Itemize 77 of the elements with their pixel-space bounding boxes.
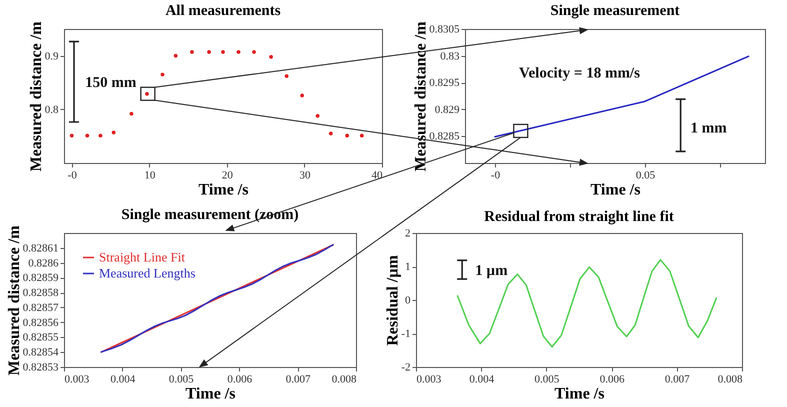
y-tick-label: 0.8305 bbox=[429, 24, 460, 36]
y-tick-label: 0.8285 bbox=[429, 130, 460, 143]
y-tick-label: 0.82859 bbox=[22, 272, 59, 284]
x-tick-label: 0.006 bbox=[227, 374, 253, 386]
point bbox=[190, 50, 194, 54]
point bbox=[300, 94, 304, 98]
y-tick-label: 0.9 bbox=[44, 50, 59, 62]
y-tick-label: 0.82855 bbox=[22, 332, 59, 344]
x-tick-label: 10 bbox=[144, 170, 156, 182]
x-axis-title: Time /s bbox=[554, 386, 604, 402]
y-tick-label: 0.829 bbox=[434, 104, 460, 116]
y-tick-label: -1 bbox=[401, 328, 410, 340]
point bbox=[112, 130, 116, 134]
y-tick-label: 0.8 bbox=[44, 104, 59, 116]
annotation: 150 mm bbox=[85, 75, 137, 92]
point bbox=[328, 132, 333, 136]
y-tick-label: 0.82857 bbox=[22, 302, 59, 314]
x-tick-label: 20 bbox=[222, 170, 234, 182]
x-tick-label: 0.005 bbox=[168, 374, 194, 386]
point bbox=[345, 134, 349, 138]
legend-label: Measured Lengths bbox=[99, 266, 196, 280]
x-tick-label: 0.004 bbox=[110, 374, 136, 386]
x-tick-label: 0.05 bbox=[636, 170, 656, 182]
legend-label: Straight Line Fit bbox=[99, 250, 186, 264]
point bbox=[252, 50, 256, 54]
x-tick-label: 0.003 bbox=[416, 374, 442, 386]
chart-title: Residual from straight line fit bbox=[484, 209, 674, 225]
point bbox=[236, 50, 240, 54]
y-tick-label: 0.83 bbox=[440, 50, 460, 62]
x-tick-label: 0.008 bbox=[718, 374, 743, 386]
x-tick-label: 0.007 bbox=[664, 374, 690, 386]
y-tick-label: 0.82854 bbox=[22, 346, 59, 359]
y-tick-label: 0.8295 bbox=[429, 77, 460, 90]
point bbox=[207, 50, 211, 54]
annotation: Velocity = 18 mm/s bbox=[519, 66, 640, 82]
chart-title: All measurements bbox=[165, 3, 281, 20]
y-tick-label: -2 bbox=[401, 362, 410, 374]
y-tick-label: 0.8286 bbox=[28, 257, 59, 270]
x-tick-label: -0 bbox=[68, 170, 78, 182]
x-axis-title: Time /s bbox=[198, 182, 248, 198]
line-series bbox=[456, 259, 718, 348]
x-tick-label: 40 bbox=[372, 170, 383, 182]
point bbox=[160, 72, 164, 76]
point bbox=[98, 134, 102, 138]
chart-title: Single measurement bbox=[550, 3, 680, 20]
y-tick-label: 0.82853 bbox=[22, 362, 59, 374]
point bbox=[269, 55, 273, 59]
y-axis-title: Measured distance /m bbox=[28, 20, 45, 172]
y-tick-label: 0 bbox=[405, 294, 411, 306]
x-tick-label: 0.005 bbox=[534, 374, 560, 386]
y-axis-title: Residual /µm bbox=[384, 254, 402, 346]
point bbox=[70, 134, 74, 138]
annotation: 1 mm bbox=[690, 120, 728, 137]
annotation: 1 µm bbox=[475, 263, 508, 280]
x-tick-label: -0 bbox=[490, 170, 501, 182]
y-tick-label: 0.82858 bbox=[22, 287, 59, 300]
x-axis-title: Time /s bbox=[186, 386, 236, 402]
y-tick-label: 0.82861 bbox=[22, 242, 58, 254]
point bbox=[316, 114, 320, 118]
x-tick-label: 0.006 bbox=[600, 374, 625, 386]
y-axis-title: Measured distance /m bbox=[6, 224, 23, 376]
point bbox=[85, 134, 90, 138]
x-tick-label: 0.008 bbox=[332, 374, 357, 386]
x-tick-label: 30 bbox=[299, 170, 311, 182]
y-tick-label: 0.82856 bbox=[22, 316, 59, 329]
point bbox=[284, 74, 288, 78]
x-tick-label: 0.003 bbox=[64, 374, 90, 386]
point bbox=[130, 112, 134, 116]
point bbox=[360, 134, 364, 138]
x-tick-label: 0.004 bbox=[469, 374, 495, 386]
y-tick-label: 2 bbox=[405, 228, 410, 240]
x-axis-title: Time /s bbox=[590, 182, 640, 198]
y-tick-label: 1 bbox=[405, 261, 410, 273]
point bbox=[221, 50, 225, 54]
y-axis-title: Measured distance /m bbox=[412, 20, 430, 172]
point bbox=[174, 54, 178, 58]
x-tick-label: 0.007 bbox=[286, 374, 311, 386]
